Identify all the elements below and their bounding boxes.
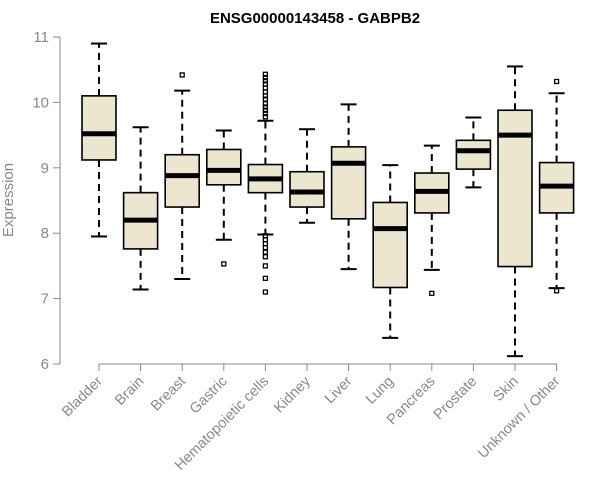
outlier-point (262, 263, 269, 269)
box-kidney (289, 128, 325, 224)
x-tick-label: Bladder (59, 373, 106, 420)
box-liver (330, 103, 367, 271)
y-axis-label: Expression (0, 163, 17, 237)
y-tick-label: 10 (32, 94, 49, 111)
outlier-point (262, 275, 269, 281)
outlier-point (262, 78, 269, 84)
iqr-box (455, 139, 492, 170)
box-prostate (455, 116, 492, 189)
outlier-point (553, 78, 560, 85)
x-tick-label: Lung (363, 374, 397, 408)
y-axis: 6 7 8 9 10 11 (32, 29, 61, 373)
x-tick-label: Prostate (431, 374, 480, 423)
x-tick-label: Skin (491, 374, 522, 405)
iqr-box (206, 148, 242, 186)
outlier-point (553, 288, 560, 294)
iqr-box (289, 170, 325, 208)
boxes-group (81, 42, 575, 358)
outlier-point (179, 72, 185, 78)
box-lung (372, 164, 409, 339)
box-skin (497, 65, 533, 358)
outlier-point (262, 114, 269, 120)
outlier-point (262, 107, 269, 113)
outlier-point (262, 71, 269, 77)
iqr-box (164, 153, 200, 208)
x-tick-label: Liver (322, 373, 356, 407)
box-bladder (81, 42, 117, 238)
iqr-box (372, 201, 409, 289)
outlier-point (262, 101, 269, 107)
x-tick-label: Breast (148, 374, 189, 415)
outlier-point (262, 254, 269, 260)
box-hematopoietic-cells (247, 71, 284, 295)
outlier-point (262, 74, 269, 81)
y-tick-label: 6 (41, 356, 49, 373)
chart-title: ENSG00000143458 - GABPB2 (210, 10, 420, 27)
iqr-box (81, 95, 117, 161)
box-pancreas (413, 144, 450, 297)
box-breast (164, 72, 200, 280)
outlier-point (262, 249, 269, 255)
outlier-point (262, 244, 269, 251)
y-tick-label: 9 (41, 160, 49, 177)
x-tick-label: Brain (112, 374, 147, 409)
outlier-point (262, 110, 269, 117)
x-tick-label: Kidney (271, 373, 314, 416)
outlier-point (429, 290, 435, 297)
y-tick-label: 8 (41, 225, 49, 242)
outlier-point (262, 93, 269, 99)
iqr-box (330, 146, 367, 220)
outlier-point (262, 289, 269, 295)
outlier-point (221, 261, 227, 267)
y-tick-label: 7 (41, 291, 49, 308)
box-gastric (206, 129, 242, 267)
y-tick-label: 11 (33, 29, 49, 46)
outlier-point (262, 104, 269, 110)
box-brain (122, 126, 159, 291)
box-unknown-other (538, 78, 575, 294)
outlier-point (262, 96, 269, 102)
